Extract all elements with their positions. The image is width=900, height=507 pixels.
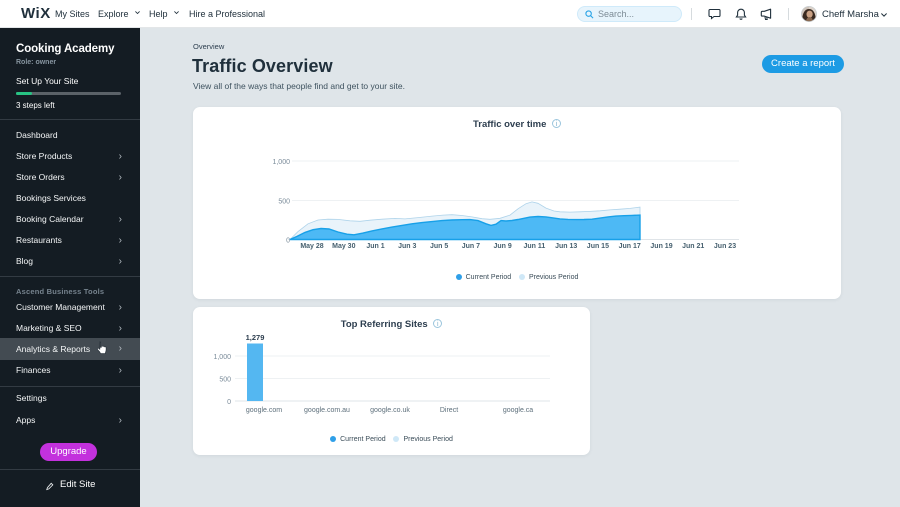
svg-text:Jun 11: Jun 11 [524,243,546,250]
svg-text:Jun 13: Jun 13 [555,243,577,250]
svg-text:Jun 23: Jun 23 [714,243,736,250]
svg-text:Jun 5: Jun 5 [430,243,448,250]
svg-text:Jun 9: Jun 9 [493,243,511,250]
svg-text:May 30: May 30 [332,243,355,250]
svg-text:May 28: May 28 [300,243,323,250]
svg-text:google.com: google.com [246,407,282,414]
svg-text:Jun 17: Jun 17 [619,243,641,250]
svg-text:google.com.au: google.com.au [304,407,350,414]
svg-text:Jun 7: Jun 7 [462,243,480,250]
svg-text:1,279: 1,279 [246,333,265,342]
svg-text:google.co.uk: google.co.uk [370,407,410,414]
svg-text:1,000: 1,000 [272,159,290,166]
svg-text:0: 0 [286,238,290,245]
svg-text:google.ca: google.ca [503,407,533,414]
svg-text:Jun 1: Jun 1 [366,243,384,250]
svg-text:500: 500 [219,377,231,384]
svg-text:Jun 15: Jun 15 [587,243,609,250]
svg-text:500: 500 [278,199,290,206]
svg-text:0: 0 [227,399,231,406]
svg-text:Jun 3: Jun 3 [398,243,416,250]
svg-text:Direct: Direct [440,407,458,414]
svg-text:Jun 21: Jun 21 [682,243,704,250]
svg-text:Jun 19: Jun 19 [650,243,672,250]
svg-text:1,000: 1,000 [213,354,231,361]
